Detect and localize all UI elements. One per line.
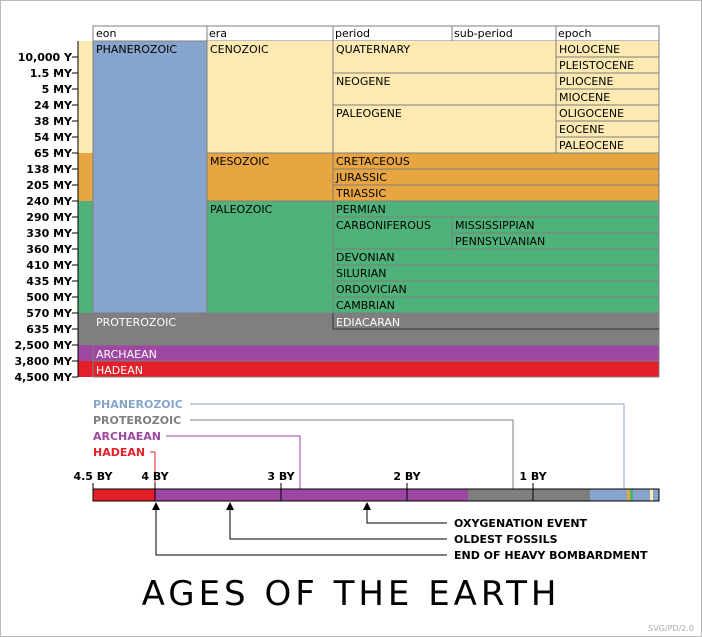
era-cenozoic: CENOZOIC bbox=[210, 43, 269, 56]
period-cell: PERMIAN bbox=[336, 203, 386, 216]
event-heavy-bombardment: END OF HEAVY BOMBARDMENT bbox=[454, 549, 648, 562]
subperiod-cell: PENNSYLVANIAN bbox=[455, 235, 545, 248]
time-label: 3,800 MY bbox=[14, 355, 73, 368]
time-label: 635 MY bbox=[26, 323, 73, 336]
epoch-cell: EOCENE bbox=[559, 123, 604, 136]
era-mesozoic: MESOZOIC bbox=[210, 155, 270, 168]
time-label: 290 MY bbox=[26, 211, 73, 224]
legend-hadean: HADEAN bbox=[93, 446, 145, 459]
time-label: 4,500 MY bbox=[14, 371, 73, 384]
archaean-band bbox=[78, 345, 659, 361]
time-label: 435 MY bbox=[26, 275, 73, 288]
period-cell: TRIASSIC bbox=[335, 187, 386, 200]
time-label: 10,000 Y bbox=[18, 51, 73, 64]
oldest-fossils-leader bbox=[229, 505, 447, 540]
arrow-up-icon bbox=[363, 502, 371, 510]
time-label: 2,500 MY bbox=[14, 339, 73, 352]
time-label: 38 MY bbox=[34, 115, 73, 128]
epoch-cell: HOLOCENE bbox=[559, 43, 620, 56]
tick-label: 4 BY bbox=[141, 470, 169, 483]
phanerozoic-segment bbox=[590, 489, 659, 501]
cenozoic-sliver bbox=[650, 489, 653, 501]
period-cell: QUATERNARY bbox=[336, 43, 410, 56]
header-epoch: epoch bbox=[558, 27, 592, 40]
time-label: 5 MY bbox=[42, 83, 73, 96]
epoch-cell: PLEISTOCENE bbox=[559, 59, 634, 72]
mesozoic-sliver bbox=[627, 489, 630, 501]
epoch-cell: PLIOCENE bbox=[559, 75, 614, 88]
header-eon: eon bbox=[96, 27, 116, 40]
time-label: 360 MY bbox=[26, 243, 73, 256]
time-label: 1.5 MY bbox=[30, 67, 73, 80]
event-oxygenation: OXYGENATION EVENT bbox=[454, 517, 588, 530]
table-grid bbox=[92, 26, 660, 378]
period-cell: CAMBRIAN bbox=[336, 299, 395, 312]
period-cell: PALEOGENE bbox=[336, 107, 402, 120]
period-cell: NEOGENE bbox=[336, 75, 391, 88]
tick-label: 3 BY bbox=[267, 470, 295, 483]
proterozoic-segment bbox=[468, 489, 590, 501]
page-title: AGES OF THE EARTH bbox=[141, 574, 561, 614]
eon-legend: PHANEROZOIC PROTEROZOIC ARCHAEAN HADEAN bbox=[93, 398, 625, 489]
archaean-segment bbox=[155, 489, 468, 501]
epoch-cell: PALEOCENE bbox=[559, 139, 624, 152]
legend-phanerozoic: PHANEROZOIC bbox=[93, 398, 183, 411]
time-label: 500 MY bbox=[26, 291, 73, 304]
table-header: eon era period sub-period epoch bbox=[92, 25, 660, 42]
time-label: 570 MY bbox=[26, 307, 73, 320]
time-label: 410 MY bbox=[26, 259, 73, 272]
event-markers: OXYGENATION EVENT OLDEST FOSSILS END OF … bbox=[152, 502, 648, 562]
legend-proterozoic: PROTEROZOIC bbox=[93, 414, 181, 427]
header-era: era bbox=[209, 27, 227, 40]
header-sub-period: sub-period bbox=[454, 27, 513, 40]
period-cell: DEVONIAN bbox=[336, 251, 395, 264]
time-label: 24 MY bbox=[34, 99, 73, 112]
phanerozoic-block bbox=[92, 40, 208, 314]
period-cell: EDIACARAN bbox=[336, 316, 400, 329]
period-cell: CARBONIFEROUS bbox=[336, 219, 431, 232]
legend-archaean: ARCHAEAN bbox=[93, 430, 161, 443]
period-cell: JURASSIC bbox=[335, 171, 387, 184]
period-cell: SILURIAN bbox=[336, 267, 387, 280]
tick-label: 1 BY bbox=[519, 470, 547, 483]
time-label: 65 MY bbox=[34, 147, 73, 160]
phanerozoic-leader bbox=[190, 403, 625, 489]
eon-phanerozoic: PHANEROZOIC bbox=[96, 43, 177, 56]
archaean-leader bbox=[166, 435, 301, 489]
timeline-bar: 4.5 BY 4 BY 3 BY 2 BY 1 BY bbox=[73, 470, 660, 502]
tick-label: 4.5 BY bbox=[73, 470, 113, 483]
time-label: 330 MY bbox=[26, 227, 73, 240]
proterozoic-leader bbox=[190, 419, 514, 489]
arrow-up-icon bbox=[152, 502, 160, 510]
subperiod-cell: MISSISSIPPIAN bbox=[455, 219, 534, 232]
eon-hadean: HADEAN bbox=[96, 364, 143, 377]
tick-label: 2 BY bbox=[393, 470, 421, 483]
event-oldest-fossils: OLDEST FOSSILS bbox=[454, 533, 558, 546]
time-label: 54 MY bbox=[34, 131, 73, 144]
epoch-cell: MIOCENE bbox=[559, 91, 610, 104]
hadean-leader bbox=[150, 451, 156, 489]
hadean-segment bbox=[93, 489, 155, 501]
epoch-cell: OLIGOCENE bbox=[559, 107, 624, 120]
eon-proterozoic: PROTEROZOIC bbox=[96, 316, 176, 329]
arrow-up-icon bbox=[226, 502, 234, 510]
era-paleozoic: PALEOZOIC bbox=[210, 203, 273, 216]
credit-text: SVG/PD/2.0 bbox=[648, 624, 694, 633]
period-cell: CRETACEOUS bbox=[336, 155, 410, 168]
time-label: 205 MY bbox=[26, 179, 73, 192]
header-period: period bbox=[335, 27, 370, 40]
hadean-band bbox=[78, 361, 659, 377]
table-cells: PHANEROZOIC PROTEROZOIC ARCHAEAN HADEAN … bbox=[96, 43, 634, 377]
bombardment-leader bbox=[155, 505, 447, 556]
eon-archaean: ARCHAEAN bbox=[96, 348, 157, 361]
time-label: 138 MY bbox=[26, 163, 73, 176]
time-axis: 10,000 Y 1.5 MY 5 MY 24 MY 38 MY 54 MY 6… bbox=[14, 41, 79, 384]
time-label: 240 MY bbox=[26, 195, 73, 208]
period-cell: ORDOVICIAN bbox=[336, 283, 407, 296]
paleozoic-sliver bbox=[630, 489, 633, 501]
oxygenation-leader bbox=[366, 505, 447, 524]
